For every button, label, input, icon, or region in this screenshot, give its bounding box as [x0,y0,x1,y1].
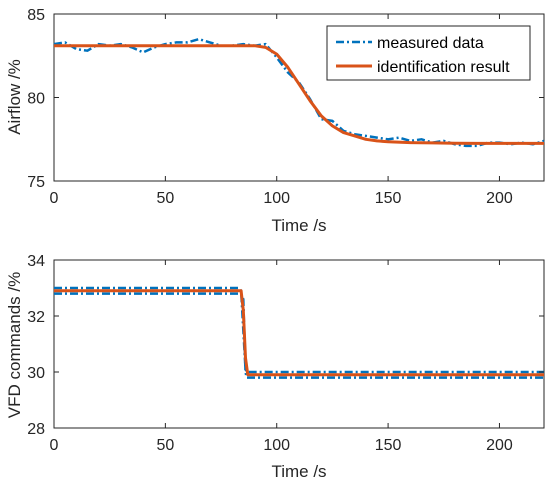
vfd-series-dash-dot-0-line [54,286,544,374]
airflow-x-tick-label: 150 [375,190,402,207]
vfd-y-tick-label: 30 [27,365,45,382]
airflow-x-tick-label: 0 [50,190,59,207]
vfd-x-tick-label: 0 [50,437,59,454]
vfd-y-tick-label: 28 [27,421,45,438]
airflow-x-tick-label: 200 [486,190,513,207]
vfd-x-tick-label: 100 [263,437,290,454]
airflow-panel: 0 50 100 150 200 75 80 85 Time /s Airflow /% me… [5,7,545,235]
vfd-plot-marks: 0 50 100 150 200 28 30 32 34 [27,253,544,454]
vfd-series-dash-dot-1-line [54,292,544,379]
legend-label-measured-data: measured data [377,35,484,52]
airflow-y-tick-label: 85 [27,7,45,24]
vfd-y-axis-label: VFD commands /% [5,272,24,418]
airflow-series-identification-result-line [54,44,544,145]
vfd-y-tick-label: 32 [27,309,45,326]
vfd-x-tick-label: 50 [156,437,174,454]
airflow-plot-marks: 0 50 100 150 200 75 80 85 [27,7,545,207]
legend-box [326,25,531,81]
vfd-axes-box [53,259,545,429]
airflow-y-tick-label: 75 [27,174,45,191]
vfd-x-tick-label: 150 [375,437,402,454]
vfd-x-tick-label: 200 [486,437,513,454]
vfd-series-solid-2-line [54,289,544,377]
legend: measured data identification result [326,25,531,81]
airflow-y-tick-label: 80 [27,91,45,108]
legend-label-identification-result: identification result [377,59,510,76]
airflow-x-axis-label: Time /s [271,216,326,235]
airflow-y-axis-label: Airflow /% [5,59,24,135]
vfd-x-axis-label: Time /s [271,462,326,481]
vfd-y-tick-label: 34 [27,253,45,270]
airflow-x-tick-label: 100 [263,190,290,207]
airflow-series-measured-data-line [53,37,545,148]
vfd-panel: 0 50 100 150 200 28 30 32 34 Time /s VFD command… [5,253,545,481]
airflow-x-tick-label: 50 [156,190,174,207]
